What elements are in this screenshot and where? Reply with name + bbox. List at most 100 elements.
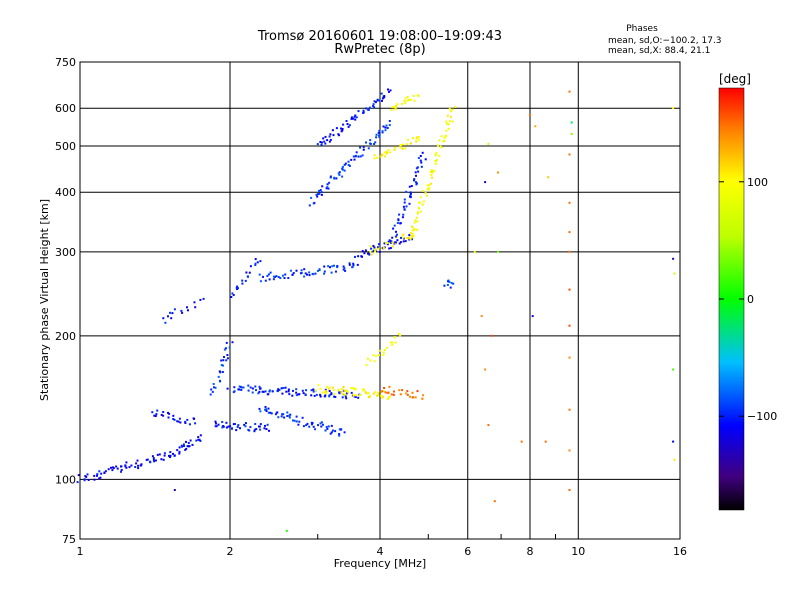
data-point bbox=[672, 107, 675, 110]
data-point bbox=[394, 106, 397, 109]
data-point bbox=[338, 392, 341, 395]
x-tick-label: 8 bbox=[527, 545, 534, 558]
data-point bbox=[544, 440, 547, 443]
data-point bbox=[330, 393, 333, 396]
data-point bbox=[568, 449, 571, 452]
data-point bbox=[360, 255, 363, 258]
data-point bbox=[324, 391, 326, 394]
data-point bbox=[389, 151, 391, 154]
data-point bbox=[405, 392, 408, 395]
data-point bbox=[372, 249, 375, 252]
data-point bbox=[305, 424, 308, 427]
data-point bbox=[409, 192, 412, 195]
data-point bbox=[245, 271, 248, 274]
data-point bbox=[443, 136, 446, 139]
data-point bbox=[303, 275, 306, 278]
data-point bbox=[344, 162, 347, 165]
data-point bbox=[328, 386, 331, 389]
data-point bbox=[282, 387, 285, 389]
data-point bbox=[238, 388, 241, 391]
data-point bbox=[383, 387, 386, 389]
data-point bbox=[197, 438, 200, 441]
data-point bbox=[408, 234, 411, 237]
data-point bbox=[287, 277, 290, 279]
data-point bbox=[568, 288, 571, 291]
data-point bbox=[290, 269, 292, 272]
data-point bbox=[383, 95, 386, 97]
data-point bbox=[411, 233, 414, 235]
data-point bbox=[448, 281, 451, 283]
data-point bbox=[348, 164, 351, 167]
data-point bbox=[337, 172, 340, 175]
data-point bbox=[321, 185, 324, 188]
data-point bbox=[325, 426, 328, 428]
data-point bbox=[384, 126, 387, 129]
data-point bbox=[447, 123, 450, 126]
data-point bbox=[302, 425, 305, 428]
data-point bbox=[338, 428, 341, 431]
data-point bbox=[393, 390, 395, 393]
data-point bbox=[227, 425, 230, 428]
data-point bbox=[87, 479, 90, 481]
data-point bbox=[329, 175, 332, 178]
data-point bbox=[402, 143, 404, 146]
data-point bbox=[325, 390, 328, 393]
data-point bbox=[291, 394, 294, 397]
data-point bbox=[253, 428, 256, 431]
data-point bbox=[399, 334, 402, 337]
data-point bbox=[328, 395, 331, 398]
data-point bbox=[484, 368, 487, 371]
data-point bbox=[338, 171, 341, 174]
data-point bbox=[421, 397, 424, 400]
data-point bbox=[318, 192, 321, 195]
data-point bbox=[251, 387, 254, 390]
data-point bbox=[359, 393, 362, 396]
data-point bbox=[352, 394, 355, 397]
data-point bbox=[404, 102, 407, 104]
data-point bbox=[320, 421, 323, 424]
data-point bbox=[158, 453, 161, 456]
data-point bbox=[354, 394, 357, 397]
data-point bbox=[304, 394, 307, 396]
data-point bbox=[426, 188, 429, 191]
data-point bbox=[410, 185, 413, 187]
data-point bbox=[163, 454, 166, 457]
data-point bbox=[193, 301, 196, 304]
data-point bbox=[382, 390, 385, 392]
data-point bbox=[422, 394, 425, 397]
data-point bbox=[178, 417, 181, 420]
data-point bbox=[332, 134, 335, 137]
data-point bbox=[373, 246, 376, 249]
data-point bbox=[235, 429, 238, 432]
data-points bbox=[76, 88, 676, 532]
data-point bbox=[406, 96, 409, 98]
data-point bbox=[128, 466, 131, 469]
data-point bbox=[452, 282, 455, 285]
data-point bbox=[374, 250, 376, 253]
data-point bbox=[84, 475, 87, 478]
data-point bbox=[382, 125, 385, 128]
colorbar-tick-label: 0 bbox=[747, 293, 754, 306]
data-point bbox=[375, 133, 378, 136]
data-point bbox=[167, 416, 170, 419]
data-point bbox=[357, 110, 360, 113]
data-point bbox=[236, 426, 239, 428]
data-point bbox=[374, 141, 377, 144]
data-point bbox=[450, 282, 453, 284]
data-point bbox=[151, 455, 154, 458]
data-point bbox=[497, 250, 499, 253]
data-point bbox=[281, 413, 284, 416]
data-point bbox=[197, 436, 200, 439]
data-point bbox=[246, 275, 249, 278]
data-point bbox=[385, 241, 387, 244]
data-point bbox=[529, 114, 531, 117]
data-point bbox=[343, 267, 346, 270]
chart-title: Tromsø 20160601 19:08:00–19:09:43 bbox=[257, 29, 502, 44]
data-point bbox=[160, 458, 163, 461]
data-point bbox=[412, 137, 414, 139]
data-point bbox=[416, 228, 419, 231]
data-point bbox=[326, 183, 329, 186]
data-point bbox=[254, 423, 257, 425]
data-point bbox=[330, 424, 333, 427]
